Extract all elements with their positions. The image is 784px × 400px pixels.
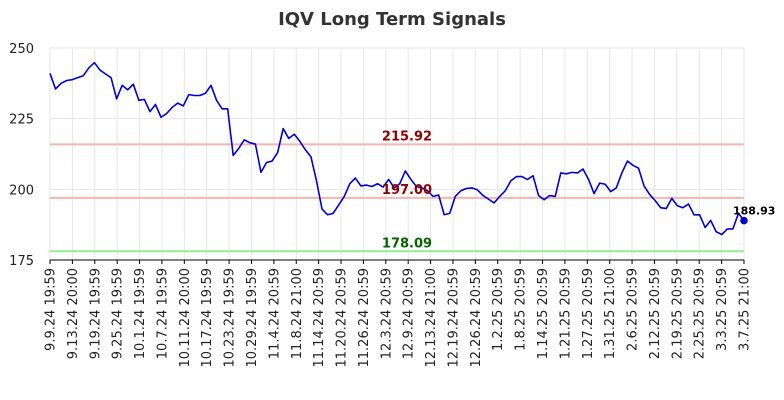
x-tick-label: 1.31.25 21:00	[603, 268, 618, 359]
x-tick-label: 10.11.24 20:00	[178, 268, 193, 368]
x-tick-label: 10.23.24 19:59	[223, 268, 238, 368]
y-tick-label: 200	[9, 183, 34, 198]
chart-title: IQV Long Term Signals	[278, 9, 506, 30]
x-tick-label: 10.1.24 19:59	[133, 268, 148, 359]
reference-line-label: 197.00	[382, 183, 432, 198]
x-tick-label: 12.9.24 20:59	[402, 268, 417, 359]
y-tick-label: 250	[9, 42, 34, 57]
last-value-point	[740, 216, 748, 225]
x-tick-label: 12.19.24 20:59	[446, 268, 461, 368]
reference-line-label: 215.92	[382, 129, 432, 144]
x-tick-label: 11.8.24 21:00	[290, 268, 305, 359]
x-tick-label: 2.25.25 20:59	[693, 268, 708, 359]
last-value-label: 188.93	[733, 205, 775, 218]
x-tick-label: 10.29.24 19:59	[245, 268, 260, 368]
x-tick-label: 9.13.24 20:00	[66, 268, 81, 359]
x-tick-label: 11.4.24 20:59	[267, 268, 282, 359]
x-tick-label: 1.8.25 20:59	[514, 268, 529, 351]
x-tick-label: 2.12.25 20:59	[648, 268, 663, 359]
x-tick-label: 1.21.25 20:59	[558, 268, 573, 359]
x-tick-label: 9.9.24 19:59	[44, 268, 59, 351]
y-tick-label: 175	[9, 254, 34, 269]
price-series-line	[49, 61, 745, 236]
x-tick-label: 12.3.24 20:59	[379, 268, 394, 359]
x-tick-label: 9.25.24 19:59	[111, 268, 126, 359]
x-tick-label: 12.26.24 20:59	[469, 268, 484, 368]
x-tick-label: 9.19.24 19:59	[88, 268, 103, 359]
x-tick-label: 1.2.25 20:59	[491, 268, 506, 351]
x-tick-label: 3.3.25 20:59	[715, 268, 730, 351]
axes: 175 200 225 250 9.9.24 19:59 9.13.24 20:00 9.1…	[9, 42, 752, 368]
x-tick-label: 1.27.25 20:59	[581, 268, 596, 359]
reference-lines	[50, 143, 744, 253]
annotation-labels: 215.92 197.00 178.09 188.93	[382, 129, 776, 251]
x-tick-label: 11.26.24 20:59	[357, 268, 372, 368]
x-tick-label: 2.19.25 20:59	[670, 268, 685, 359]
x-tick-label: 3.7.25 21:00	[738, 268, 753, 351]
x-tick-label: 2.6.25 20:59	[626, 268, 641, 351]
x-tick-label: 11.14.24 20:59	[312, 268, 327, 368]
x-tick-label: 1.14.25 20:59	[536, 268, 551, 359]
y-tick-label: 225	[9, 113, 34, 128]
x-tick-label: 10.7.24 19:59	[155, 268, 170, 359]
reference-line-label: 178.09	[382, 236, 432, 251]
series-group	[49, 61, 748, 236]
x-tick-label: 11.20.24 20:59	[335, 268, 350, 368]
grid	[49, 47, 745, 261]
x-tick-label: 12.13.24 21:00	[424, 268, 439, 368]
x-tick-label: 10.17.24 19:59	[200, 268, 215, 368]
